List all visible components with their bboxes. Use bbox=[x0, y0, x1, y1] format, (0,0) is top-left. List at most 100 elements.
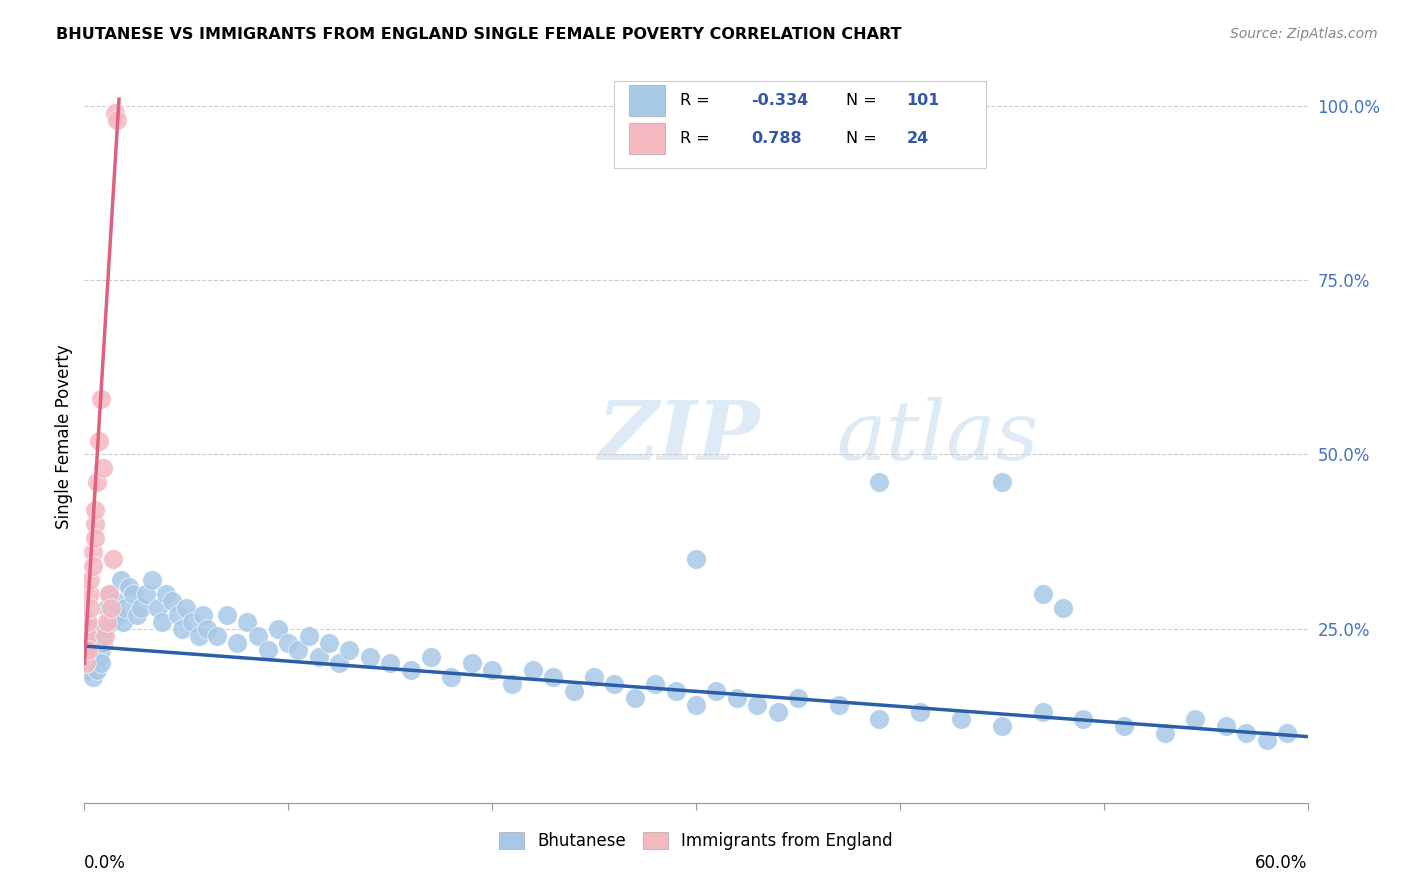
Point bbox=[79, 622, 101, 636]
Point bbox=[167, 607, 190, 622]
Point bbox=[122, 587, 145, 601]
Point bbox=[82, 649, 104, 664]
Point bbox=[82, 545, 104, 559]
Text: R =: R = bbox=[681, 131, 710, 146]
Point bbox=[380, 657, 402, 671]
Point bbox=[87, 434, 110, 448]
Point bbox=[1184, 712, 1206, 726]
Point bbox=[83, 635, 105, 649]
Point bbox=[747, 698, 769, 713]
Point bbox=[339, 642, 361, 657]
Point bbox=[87, 629, 110, 643]
Point bbox=[96, 615, 118, 629]
FancyBboxPatch shape bbox=[614, 81, 986, 168]
Point bbox=[79, 573, 101, 587]
Point bbox=[725, 691, 748, 706]
Point bbox=[83, 657, 105, 671]
Text: Source: ZipAtlas.com: Source: ZipAtlas.com bbox=[1230, 27, 1378, 41]
Point bbox=[706, 684, 728, 698]
Point bbox=[257, 642, 280, 657]
Point bbox=[869, 475, 891, 490]
Text: N =: N = bbox=[846, 131, 877, 146]
Point bbox=[828, 698, 851, 713]
Point bbox=[86, 642, 108, 657]
Point bbox=[991, 475, 1014, 490]
Point bbox=[82, 642, 104, 657]
Text: 0.788: 0.788 bbox=[751, 131, 801, 146]
Point bbox=[308, 649, 330, 664]
Point bbox=[110, 573, 132, 587]
Point bbox=[685, 552, 707, 566]
Point bbox=[328, 657, 350, 671]
Point bbox=[277, 635, 299, 649]
Point bbox=[87, 649, 110, 664]
Point bbox=[420, 649, 443, 664]
Text: 101: 101 bbox=[907, 93, 939, 108]
Point bbox=[624, 691, 647, 706]
Point bbox=[181, 615, 204, 629]
Point bbox=[205, 629, 228, 643]
Point bbox=[522, 664, 544, 678]
Point bbox=[1032, 705, 1054, 719]
Point bbox=[910, 705, 932, 719]
Text: 0.0%: 0.0% bbox=[84, 854, 127, 872]
Point bbox=[93, 622, 115, 636]
Point bbox=[217, 607, 239, 622]
Point bbox=[1032, 587, 1054, 601]
Point bbox=[75, 657, 97, 671]
Point bbox=[77, 649, 100, 664]
Point bbox=[583, 670, 606, 684]
Point bbox=[869, 712, 891, 726]
FancyBboxPatch shape bbox=[628, 123, 665, 153]
Point bbox=[105, 607, 128, 622]
Point bbox=[83, 517, 105, 532]
Point bbox=[440, 670, 463, 684]
Point bbox=[77, 615, 100, 629]
Point bbox=[77, 629, 100, 643]
Point bbox=[105, 113, 128, 128]
Point bbox=[96, 600, 118, 615]
Point bbox=[191, 607, 214, 622]
Point bbox=[187, 629, 209, 643]
Point bbox=[100, 615, 122, 629]
Point bbox=[93, 629, 115, 643]
Point bbox=[97, 587, 120, 601]
Point bbox=[97, 587, 120, 601]
Point bbox=[135, 587, 157, 601]
Point bbox=[114, 600, 136, 615]
Point bbox=[298, 629, 321, 643]
Point bbox=[1256, 733, 1278, 747]
Point bbox=[91, 461, 114, 475]
Legend: Bhutanese, Immigrants from England: Bhutanese, Immigrants from England bbox=[492, 825, 900, 856]
Point bbox=[127, 607, 149, 622]
Point bbox=[1154, 726, 1177, 740]
Point bbox=[82, 558, 104, 573]
Point bbox=[100, 600, 122, 615]
Point bbox=[1277, 726, 1299, 740]
Point bbox=[83, 503, 105, 517]
Point bbox=[112, 615, 135, 629]
Point bbox=[1052, 600, 1074, 615]
Point bbox=[86, 664, 108, 678]
Point bbox=[75, 657, 97, 671]
Point bbox=[226, 635, 249, 649]
Point bbox=[287, 642, 309, 657]
Text: atlas: atlas bbox=[837, 397, 1039, 477]
Point bbox=[461, 657, 484, 671]
FancyBboxPatch shape bbox=[628, 86, 665, 116]
Point bbox=[79, 657, 101, 671]
Text: N =: N = bbox=[846, 93, 877, 108]
Text: BHUTANESE VS IMMIGRANTS FROM ENGLAND SINGLE FEMALE POVERTY CORRELATION CHART: BHUTANESE VS IMMIGRANTS FROM ENGLAND SIN… bbox=[56, 27, 901, 42]
Point bbox=[644, 677, 666, 691]
Point bbox=[79, 587, 101, 601]
Point bbox=[155, 587, 177, 601]
Point bbox=[1073, 712, 1095, 726]
Point bbox=[481, 664, 503, 678]
Point bbox=[665, 684, 688, 698]
Point bbox=[91, 635, 114, 649]
Point bbox=[766, 705, 789, 719]
Point bbox=[1114, 719, 1136, 733]
Point bbox=[267, 622, 290, 636]
Point bbox=[603, 677, 626, 691]
Point bbox=[90, 392, 112, 406]
